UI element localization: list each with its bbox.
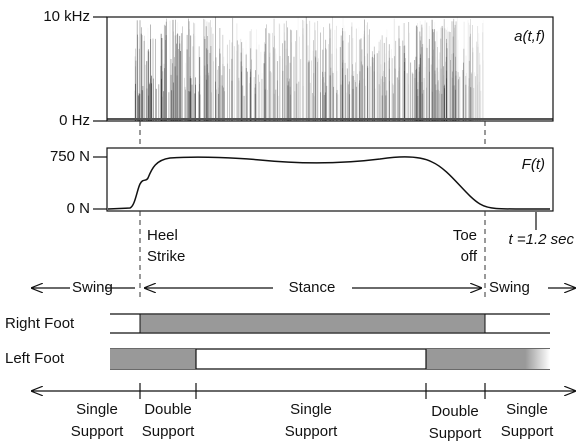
left-stance-bar bbox=[110, 349, 196, 369]
support-label: Support bbox=[429, 425, 482, 442]
tick-label: 750 N bbox=[50, 148, 90, 165]
event-label: Strike bbox=[147, 248, 185, 265]
force-label: F(t) bbox=[522, 156, 545, 173]
support-label: Support bbox=[71, 423, 124, 440]
phase-label: Swing bbox=[72, 279, 113, 296]
support-labels: Single Support Double Support Single Support D… bbox=[71, 401, 554, 442]
support-label: Support bbox=[285, 423, 338, 440]
force-curve bbox=[107, 156, 551, 210]
support-label: Single bbox=[506, 401, 548, 418]
phase-label: Swing bbox=[489, 279, 530, 296]
event-label: Toe bbox=[453, 227, 477, 244]
right-stance-bar bbox=[139, 313, 486, 334]
support-label: Single bbox=[290, 401, 332, 418]
event-label: Heel bbox=[147, 227, 178, 244]
support-label: Double bbox=[144, 401, 192, 418]
tick-label: 0 N bbox=[67, 200, 90, 217]
phase-label: Stance bbox=[289, 279, 336, 296]
tick-label: 0 Hz bbox=[59, 112, 90, 129]
force-frame bbox=[106, 147, 554, 212]
support-label: Single bbox=[76, 401, 118, 418]
spectrogram bbox=[107, 17, 553, 121]
spectrogram-frame bbox=[106, 16, 554, 122]
end-label: t =1.2 sec bbox=[509, 231, 575, 248]
foot-label: Right Foot bbox=[5, 315, 75, 332]
tick-label: 10 kHz bbox=[43, 8, 90, 25]
foot-label: Left Foot bbox=[5, 350, 65, 367]
support-label: Support bbox=[142, 423, 195, 440]
support-label: Support bbox=[501, 423, 554, 440]
left-stance-bar bbox=[426, 349, 550, 369]
event-label: off bbox=[461, 248, 478, 265]
support-label: Double bbox=[431, 403, 479, 420]
spectrogram-label: a(t,f) bbox=[514, 28, 545, 45]
